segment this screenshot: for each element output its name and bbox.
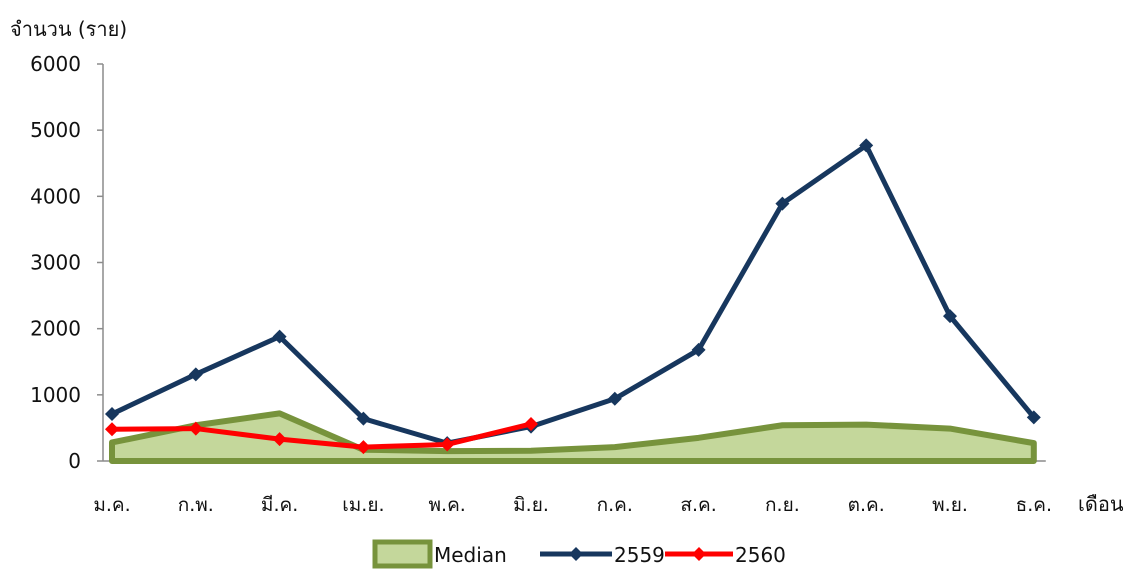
data-point-2559 xyxy=(859,138,874,153)
x-tick-label: พ.ย. xyxy=(932,494,968,516)
data-point-2560 xyxy=(524,416,538,431)
data-point-2559 xyxy=(272,329,287,344)
legend: Median 2559 2560 xyxy=(372,539,786,569)
y-tick-label: 1000 xyxy=(30,383,81,407)
data-point-2560 xyxy=(272,432,287,447)
data-point-2559 xyxy=(356,411,371,426)
data-point-2559 xyxy=(691,342,706,357)
x-tick-label: ก.ย. xyxy=(765,494,800,516)
y-tick-label: 0 xyxy=(68,449,81,473)
y-tick-label: 2000 xyxy=(30,317,81,341)
x-tick-label: ก.ค. xyxy=(597,494,633,516)
legend-label-median: Median xyxy=(434,543,507,567)
x-tick-label: ม.ค. xyxy=(93,494,130,516)
x-tick-label: ธ.ค. xyxy=(1016,494,1052,516)
data-point-2559 xyxy=(607,391,622,406)
y-tick-label: 3000 xyxy=(30,251,81,275)
data-point-2559 xyxy=(775,196,790,211)
x-axis-title: เดือน xyxy=(1078,492,1124,516)
x-tick-label: ก.พ. xyxy=(178,494,214,516)
data-point-2559 xyxy=(188,367,203,382)
y-axis-title: จำนวน (ราย) xyxy=(10,17,127,41)
data-point-2560 xyxy=(188,421,203,436)
series-line-2559 xyxy=(109,142,1037,446)
data-point-2559 xyxy=(943,309,957,324)
y-tick-label: 5000 xyxy=(30,118,81,142)
legend-marker-2560 xyxy=(692,547,706,561)
median-area xyxy=(109,410,1037,464)
x-tick-label: มิ.ย. xyxy=(513,494,549,516)
x-tick-label: เม.ย. xyxy=(342,494,384,516)
y-tick-label: 4000 xyxy=(30,184,81,208)
legend-swatch-median xyxy=(372,539,433,569)
plot-area: 0 1000 2000 3000 4000 5000 6000 ม.ค. ก.พ. มี.ค. เม… xyxy=(30,52,1052,516)
y-tick-label: 6000 xyxy=(30,52,81,76)
x-tick-label: ส.ค. xyxy=(680,494,716,516)
data-point-2560 xyxy=(356,440,371,455)
data-point-2559 xyxy=(105,407,119,422)
legend-label-2560: 2560 xyxy=(735,543,786,567)
series-line-2560 xyxy=(109,421,534,450)
x-tick-label: พ.ค. xyxy=(429,494,466,516)
data-point-2560 xyxy=(105,422,119,437)
data-point-2560 xyxy=(440,437,455,452)
x-tick-label: มี.ค. xyxy=(261,494,298,516)
data-point-2559 xyxy=(1026,410,1041,425)
legend-marker-2559 xyxy=(569,547,583,561)
legend-label-2559: 2559 xyxy=(614,543,665,567)
x-tick-label: ต.ค. xyxy=(848,494,885,516)
